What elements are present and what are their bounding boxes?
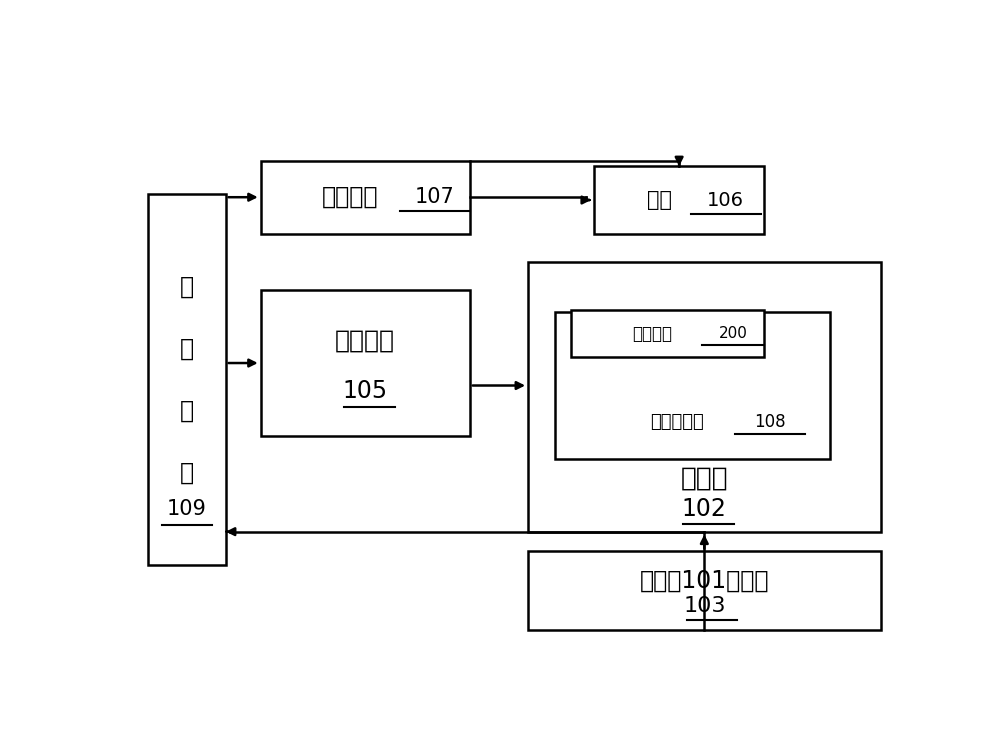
Text: 微控制器: 微控制器 xyxy=(335,328,395,353)
Text: 103: 103 xyxy=(683,596,726,616)
Text: 102: 102 xyxy=(682,497,727,521)
Text: 载物台: 载物台 xyxy=(680,465,728,491)
Text: 待测细胞: 待测细胞 xyxy=(632,325,672,342)
Text: 显微镜101的物镜: 显微镜101的物镜 xyxy=(640,569,769,593)
Text: 微注射器: 微注射器 xyxy=(322,185,378,210)
Text: 108: 108 xyxy=(754,413,786,431)
Text: 微针: 微针 xyxy=(647,190,672,210)
Bar xyxy=(261,161,470,234)
Text: 106: 106 xyxy=(707,191,744,210)
Text: 105: 105 xyxy=(343,379,388,403)
Bar xyxy=(261,290,470,436)
Bar xyxy=(528,262,881,531)
Bar xyxy=(571,310,764,358)
Text: 置: 置 xyxy=(180,461,194,485)
Text: 装: 装 xyxy=(180,399,194,423)
Bar xyxy=(555,312,830,458)
Text: 109: 109 xyxy=(167,499,207,519)
Text: 控: 控 xyxy=(180,337,194,361)
Bar xyxy=(594,166,764,234)
Text: 200: 200 xyxy=(719,326,748,341)
Text: 微流控芯片: 微流控芯片 xyxy=(650,413,704,431)
Bar xyxy=(528,551,881,630)
Text: 总: 总 xyxy=(180,275,194,299)
Text: 107: 107 xyxy=(415,187,455,207)
Bar xyxy=(148,194,226,565)
